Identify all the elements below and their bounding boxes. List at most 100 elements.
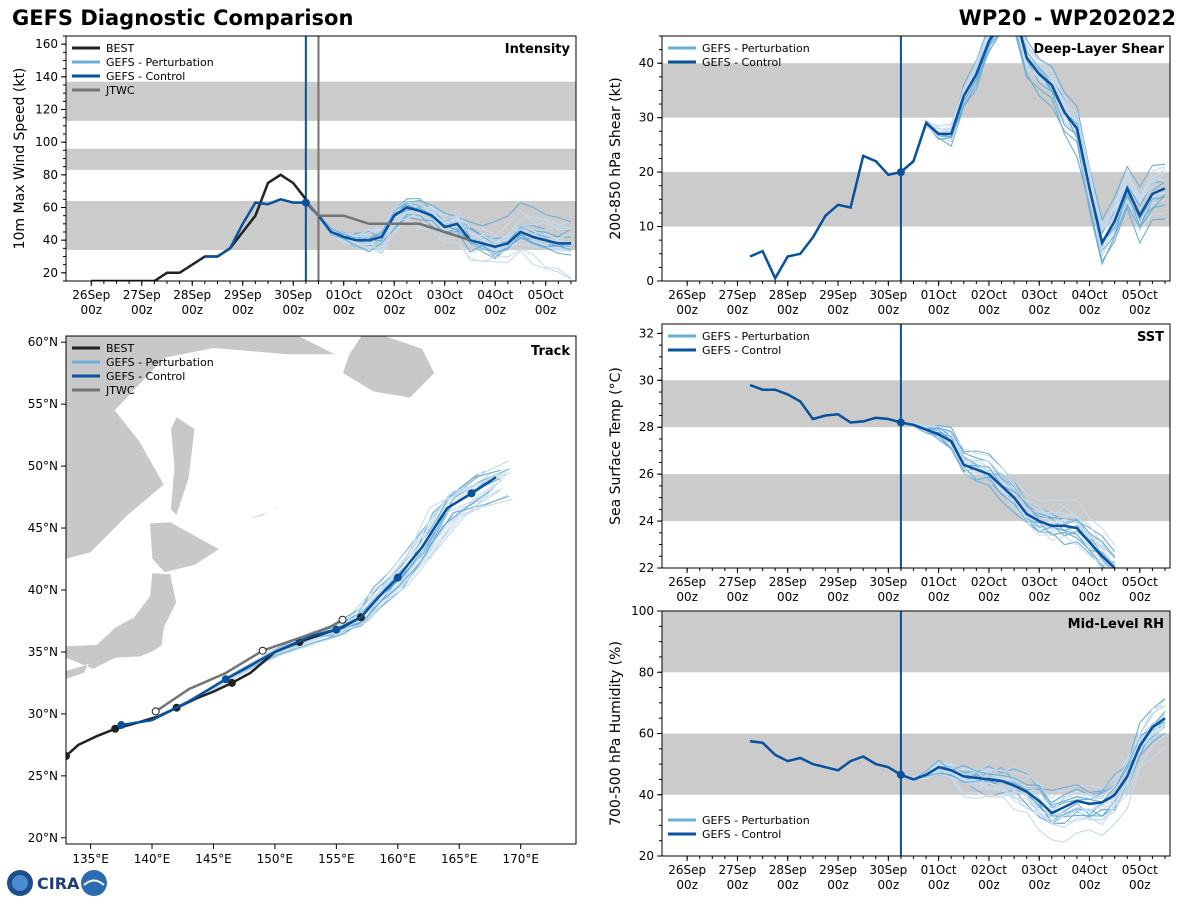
shear-plot-area bbox=[662, 36, 1170, 281]
sst-ytick-label: 28 bbox=[639, 420, 654, 434]
track-series-gefs-control bbox=[121, 476, 497, 727]
intensity-xtick-label: 26Sep bbox=[72, 288, 110, 302]
shear-xtick-label: 01Oct bbox=[921, 288, 957, 302]
rh-band-0 bbox=[662, 733, 1170, 795]
shear-xtick-label-hour: 00z bbox=[827, 303, 849, 317]
sst-perturbation-member-21 bbox=[900, 421, 1116, 558]
sst-perturbation-member-9 bbox=[900, 421, 1116, 565]
shear-init-point bbox=[896, 168, 905, 177]
shear-xtick-label: 29Sep bbox=[819, 288, 857, 302]
shear-perturbation-member-14 bbox=[900, 36, 1166, 232]
sst-xtick-label-hour: 00z bbox=[777, 590, 799, 604]
shear-xtick-label: 02Oct bbox=[971, 288, 1007, 302]
intensity-xtick-label: 28Sep bbox=[173, 288, 211, 302]
rh-xtick-label: 01Oct bbox=[921, 863, 957, 877]
land-hokkaido bbox=[149, 521, 221, 574]
rh-legend-label: GEFS - Perturbation bbox=[702, 814, 810, 827]
shear-ytick-label: 40 bbox=[639, 56, 654, 70]
track-perturbation-member-4 bbox=[121, 485, 486, 726]
intensity-xtick-label: 01Oct bbox=[326, 288, 362, 302]
intensity-xtick-label-hour: 00z bbox=[80, 303, 102, 317]
sst-legend-label: GEFS - Control bbox=[702, 344, 781, 357]
track-frame bbox=[65, 335, 577, 845]
rh-xtick-label-hour: 00z bbox=[1079, 878, 1101, 892]
rh-perturbation-member-21 bbox=[900, 722, 1166, 807]
intensity-xtick-label-hour: 00z bbox=[383, 303, 405, 317]
shear-band-1 bbox=[662, 63, 1170, 118]
track-point bbox=[258, 646, 267, 655]
land-shikoku bbox=[66, 663, 89, 680]
shear-xtick-label-hour: 00z bbox=[1028, 303, 1050, 317]
intensity-perturbation-member-16 bbox=[305, 202, 572, 279]
rh-perturbation-member-19 bbox=[900, 705, 1166, 813]
shear-ytick-label: 0 bbox=[646, 274, 654, 288]
track-ytick-label: 25°N bbox=[28, 769, 58, 783]
track-ytick-label: 30°N bbox=[28, 707, 58, 721]
shear-xtick-label: 03Oct bbox=[1021, 288, 1057, 302]
intensity-xtick-label-hour: 00z bbox=[484, 303, 506, 317]
track-map-area bbox=[66, 336, 513, 761]
intensity-xtick-label: 27Sep bbox=[123, 288, 161, 302]
page-title: GEFS Diagnostic Comparison bbox=[12, 6, 354, 30]
svg-text:CIRA: CIRA bbox=[37, 874, 80, 893]
shear-perturbation-member-6 bbox=[900, 36, 1166, 263]
track-xtick-label: 140°E bbox=[134, 852, 171, 866]
track-point bbox=[227, 678, 236, 687]
shear-band-0 bbox=[662, 172, 1170, 227]
land-honshu bbox=[66, 572, 178, 670]
rh-perturbation-member-7 bbox=[900, 746, 1166, 843]
rh-legend-label: GEFS - Control bbox=[702, 828, 781, 841]
track-legend-label: BEST bbox=[106, 342, 134, 355]
rh-xtick-label-hour: 00z bbox=[978, 878, 1000, 892]
rh-xtick-label-hour: 00z bbox=[878, 878, 900, 892]
sst-xtick-label: 02Oct bbox=[971, 575, 1007, 589]
track-xtick-label: 150°E bbox=[257, 852, 294, 866]
rh-xtick-label-hour: 00z bbox=[676, 878, 698, 892]
shear-xtick-label-hour: 00z bbox=[978, 303, 1000, 317]
shear-panel: 01020304026Sep00z27Sep00z28Sep00z29Sep00… bbox=[608, 35, 1171, 317]
rh-perturbation-member-13 bbox=[900, 723, 1166, 822]
shear-xtick-label: 30Sep bbox=[869, 288, 907, 302]
sst-title: SST bbox=[1137, 330, 1164, 345]
rh-panel: 2040608010026Sep00z27Sep00z28Sep00z29Sep… bbox=[608, 604, 1171, 892]
intensity-ytick-label: 80 bbox=[43, 168, 58, 182]
shear-xtick-label: 27Sep bbox=[719, 288, 757, 302]
intensity-legend-label: GEFS - Perturbation bbox=[106, 56, 214, 69]
track-point bbox=[66, 752, 70, 761]
shear-xtick-label: 26Sep bbox=[668, 288, 706, 302]
track-ytick-label: 55°N bbox=[28, 397, 58, 411]
rh-xtick-label: 26Sep bbox=[668, 863, 706, 877]
shear-xtick-label-hour: 00z bbox=[676, 303, 698, 317]
track-ytick-label: 35°N bbox=[28, 645, 58, 659]
rh-ytick-label: 60 bbox=[639, 727, 654, 741]
intensity-xtick-label-hour: 00z bbox=[232, 303, 254, 317]
track-xtick-label: 165°E bbox=[441, 852, 478, 866]
rh-xtick-label: 03Oct bbox=[1021, 863, 1057, 877]
land-sakhalin bbox=[170, 415, 196, 517]
track-xtick-label: 160°E bbox=[380, 852, 417, 866]
intensity-ytick-label: 20 bbox=[43, 266, 58, 280]
sst-xtick-label: 30Sep bbox=[869, 575, 907, 589]
intensity-series-jtwc bbox=[304, 200, 471, 242]
intensity-perturbation-member-18 bbox=[305, 202, 572, 256]
rh-xtick-label-hour: 00z bbox=[727, 878, 749, 892]
track-ytick-label: 50°N bbox=[28, 459, 58, 473]
intensity-band-2 bbox=[66, 81, 576, 121]
cira-logo: CIRA bbox=[7, 870, 107, 896]
track-ytick-label: 20°N bbox=[28, 831, 58, 845]
rh-xtick-label: 30Sep bbox=[869, 863, 907, 877]
intensity-xtick-label: 29Sep bbox=[224, 288, 262, 302]
sst-xtick-label-hour: 00z bbox=[878, 590, 900, 604]
intensity-xtick-label: 30Sep bbox=[274, 288, 312, 302]
intensity-xtick-label-hour: 00z bbox=[282, 303, 304, 317]
shear-ytick-label: 10 bbox=[639, 220, 654, 234]
sst-ylabel: Sea Surface Temp (°C) bbox=[608, 367, 624, 525]
sst-xtick-label-hour: 00z bbox=[978, 590, 1000, 604]
intensity-ytick-label: 140 bbox=[35, 70, 58, 84]
shear-xtick-label-hour: 00z bbox=[777, 303, 799, 317]
intensity-ytick-label: 120 bbox=[35, 103, 58, 117]
intensity-plot-area bbox=[66, 36, 576, 281]
sst-xtick-label-hour: 00z bbox=[1079, 590, 1101, 604]
sst-xtick-label: 27Sep bbox=[719, 575, 757, 589]
track-xtick-label: 155°E bbox=[318, 852, 355, 866]
